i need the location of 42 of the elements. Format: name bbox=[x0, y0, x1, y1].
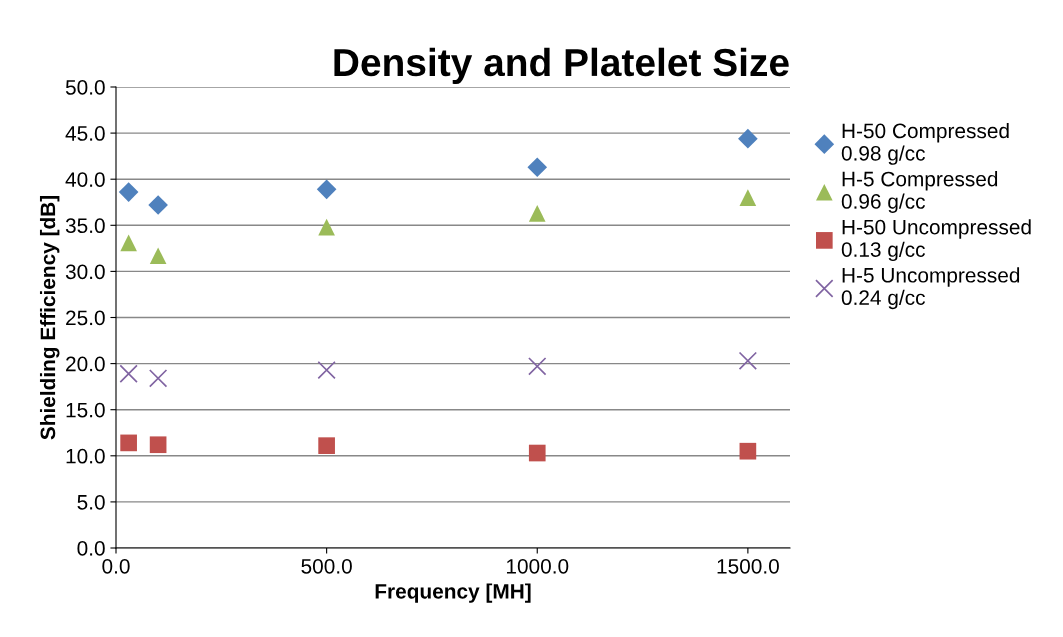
y-tick-label: 50.0 bbox=[65, 80, 105, 95]
point bbox=[316, 179, 337, 200]
chart-title: Density and Platelet Size bbox=[334, 47, 789, 84]
point bbox=[120, 434, 137, 452]
point bbox=[528, 204, 546, 222]
point bbox=[528, 357, 547, 376]
legend-label: H-50 Uncompressed 0.13 g/cc bbox=[841, 219, 1031, 262]
point bbox=[738, 351, 758, 371]
x-tick-label: 1000.0 bbox=[506, 558, 569, 574]
legend-label: H-5 Compressed 0.96 g/cc bbox=[841, 171, 998, 213]
point bbox=[317, 360, 336, 380]
legend-label: H-50 Compressed 0.98 g/cc bbox=[841, 122, 1009, 165]
y-tick-label: 10.0 bbox=[66, 448, 105, 464]
y-tick-label: 45.0 bbox=[65, 126, 105, 141]
point bbox=[148, 195, 168, 215]
point bbox=[739, 442, 757, 460]
y-tick-label: 35.0 bbox=[65, 218, 105, 234]
y-tick-label: 5.0 bbox=[77, 494, 105, 510]
point bbox=[120, 234, 137, 252]
y-tick-label: 0.0 bbox=[77, 541, 105, 556]
y-tick-label: 25.0 bbox=[66, 310, 105, 326]
point bbox=[149, 247, 167, 265]
point bbox=[528, 444, 546, 462]
point bbox=[318, 218, 335, 236]
y-tick-label: 30.0 bbox=[65, 264, 105, 280]
y-axis-title: Shielding Efficiency [dB] bbox=[39, 195, 60, 440]
point bbox=[118, 182, 139, 202]
x-tick-label: 0.0 bbox=[102, 558, 130, 574]
point bbox=[119, 364, 138, 383]
x-tick-label: 1500.0 bbox=[717, 558, 779, 574]
point bbox=[318, 437, 335, 454]
point bbox=[527, 157, 548, 178]
point bbox=[738, 128, 758, 149]
y-tick-label: 20.0 bbox=[66, 356, 105, 372]
x-tick-label: 500.0 bbox=[301, 558, 352, 574]
point bbox=[739, 189, 757, 206]
x-axis-title: Frequency [MH] bbox=[375, 583, 531, 603]
y-tick-label: 40.0 bbox=[65, 172, 105, 187]
point bbox=[148, 369, 168, 388]
point bbox=[149, 436, 167, 454]
y-tick-label: 15.0 bbox=[66, 402, 105, 418]
legend-label: H-5 Uncompressed 0.24 g/cc bbox=[841, 267, 1020, 310]
